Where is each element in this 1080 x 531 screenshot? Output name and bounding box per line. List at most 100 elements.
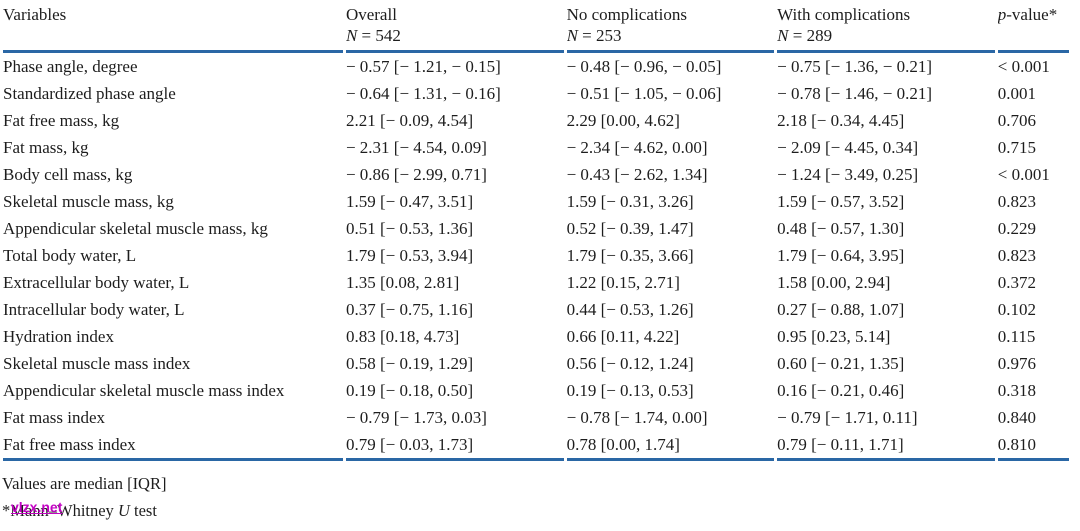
table-row: Skeletal muscle mass, kg 1.59 [− 0.47, 3… bbox=[3, 188, 1069, 215]
cell-with-complications: 0.27 [− 0.88, 1.07] bbox=[777, 299, 905, 319]
cell-no-complications: − 0.43 [− 2.62, 1.34] bbox=[566, 164, 708, 184]
table-row: Appendicular skeletal muscle mass, kg 0.… bbox=[3, 215, 1069, 242]
note-test-prefix: *Mann–Whitney bbox=[2, 501, 118, 520]
cell-variable: Extracellular body water, L bbox=[3, 272, 190, 292]
cell-p-value: 0.976 bbox=[997, 353, 1036, 373]
note-test-suffix: test bbox=[129, 501, 157, 520]
cell-overall: 0.19 [− 0.18, 0.50] bbox=[345, 380, 474, 400]
cell-no-complications: 0.44 [− 0.53, 1.26] bbox=[566, 299, 694, 319]
table-footnotes: Values are median [IQR] *Mann–Whitney U … bbox=[2, 470, 1080, 524]
cell-with-complications: 1.79 [− 0.64, 3.95] bbox=[777, 245, 905, 265]
cell-p-value: 0.115 bbox=[997, 326, 1036, 346]
cell-variable: Fat mass, kg bbox=[3, 137, 89, 157]
table-row: Skeletal muscle mass index 0.58 [− 0.19,… bbox=[3, 350, 1069, 377]
cell-variable: Intracellular body water, L bbox=[3, 299, 185, 319]
cell-with-complications: 2.18 [− 0.34, 4.45] bbox=[777, 110, 905, 130]
cell-no-complications: 1.59 [− 0.31, 3.26] bbox=[566, 191, 694, 211]
col-header-no-complications-label: No complications bbox=[566, 5, 687, 24]
cell-overall: − 0.79 [− 1.73, 0.03] bbox=[345, 407, 487, 427]
cell-with-complications: 0.16 [− 0.21, 0.46] bbox=[777, 380, 905, 400]
cell-variable: Fat mass index bbox=[3, 407, 105, 427]
col-header-overall: Overall N = 542 bbox=[345, 0, 564, 53]
table-row: Total body water, L 1.79 [− 0.53, 3.94] … bbox=[3, 242, 1069, 269]
cell-variable: Phase angle, degree bbox=[3, 56, 138, 76]
table-row: Fat free mass index 0.79 [− 0.03, 1.73] … bbox=[3, 431, 1069, 461]
table-row: Intracellular body water, L 0.37 [− 0.75… bbox=[3, 296, 1069, 323]
cell-no-complications: − 0.78 [− 1.74, 0.00] bbox=[566, 407, 708, 427]
cell-p-value: < 0.001 bbox=[997, 56, 1050, 76]
cell-overall: 1.35 [0.08, 2.81] bbox=[345, 272, 460, 292]
cell-overall: 1.79 [− 0.53, 3.94] bbox=[345, 245, 474, 265]
cell-variable: Fat free mass, kg bbox=[3, 110, 120, 130]
cell-no-complications: 0.52 [− 0.39, 1.47] bbox=[566, 218, 694, 238]
table-row: Appendicular skeletal muscle mass index … bbox=[3, 377, 1069, 404]
col-header-variables: Variables bbox=[3, 0, 343, 53]
cell-with-complications: 1.58 [0.00, 2.94] bbox=[777, 272, 891, 292]
cell-overall: − 0.86 [− 2.99, 0.71] bbox=[345, 164, 487, 184]
cell-overall: 0.83 [0.18, 4.73] bbox=[345, 326, 460, 346]
cell-with-complications: 0.95 [0.23, 5.14] bbox=[777, 326, 891, 346]
n-value: = 542 bbox=[357, 26, 401, 45]
cell-variable: Fat free mass index bbox=[3, 431, 343, 461]
col-header-overall-label: Overall bbox=[345, 5, 397, 24]
cell-variable: Total body water, L bbox=[3, 245, 137, 265]
results-table: Variables Overall N = 542 No complicatio… bbox=[3, 0, 1069, 461]
cell-variable: Appendicular skeletal muscle mass, kg bbox=[3, 218, 268, 238]
cell-overall: 0.79 [− 0.03, 1.73] bbox=[345, 431, 564, 461]
watermark: vlzx.net bbox=[11, 499, 63, 515]
cell-overall: − 0.57 [− 1.21, − 0.15] bbox=[345, 56, 501, 76]
cell-variable: Standardized phase angle bbox=[3, 83, 176, 103]
table-row: Fat mass index − 0.79 [− 1.73, 0.03] − 0… bbox=[3, 404, 1069, 431]
table-row: Body cell mass, kg − 0.86 [− 2.99, 0.71]… bbox=[3, 161, 1069, 188]
cell-no-complications: 1.79 [− 0.35, 3.66] bbox=[566, 245, 694, 265]
col-header-variables-label: Variables bbox=[3, 5, 67, 24]
cell-overall: 1.59 [− 0.47, 3.51] bbox=[345, 191, 474, 211]
table-row: Hydration index 0.83 [0.18, 4.73] 0.66 [… bbox=[3, 323, 1069, 350]
table-row: Fat free mass, kg 2.21 [− 0.09, 4.54] 2.… bbox=[3, 107, 1069, 134]
u-statistic-symbol: U bbox=[117, 501, 130, 520]
n-symbol: N bbox=[777, 26, 789, 45]
table-row: Fat mass, kg − 2.31 [− 4.54, 0.09] − 2.3… bbox=[3, 134, 1069, 161]
cell-p-value: 0.823 bbox=[997, 191, 1036, 211]
col-header-with-complications: With complications N = 289 bbox=[777, 0, 995, 53]
cell-p-value: 0.840 bbox=[997, 407, 1036, 427]
note-statistical-test: *Mann–Whitney U test bbox=[2, 497, 1080, 524]
cell-variable: Hydration index bbox=[3, 326, 114, 346]
cell-p-value: 0.706 bbox=[997, 110, 1036, 130]
n-value: = 253 bbox=[577, 26, 622, 45]
cell-with-complications: 0.48 [− 0.57, 1.30] bbox=[777, 218, 905, 238]
n-symbol: N bbox=[566, 26, 578, 45]
cell-with-complications: − 2.09 [− 4.45, 0.34] bbox=[777, 137, 919, 157]
cell-with-complications: − 0.78 [− 1.46, − 0.21] bbox=[777, 83, 932, 103]
cell-p-value: 0.715 bbox=[997, 137, 1036, 157]
cell-p-value: < 0.001 bbox=[997, 164, 1050, 184]
cell-with-complications: 1.59 [− 0.57, 3.52] bbox=[777, 191, 905, 211]
cell-no-complications: 0.66 [0.11, 4.22] bbox=[566, 326, 680, 346]
cell-p-value: 0.318 bbox=[997, 380, 1036, 400]
cell-p-value: 0.823 bbox=[997, 245, 1036, 265]
table-row: Extracellular body water, L 1.35 [0.08, … bbox=[3, 269, 1069, 296]
cell-overall: − 2.31 [− 4.54, 0.09] bbox=[345, 137, 487, 157]
cell-no-complications: − 0.51 [− 1.05, − 0.06] bbox=[566, 83, 722, 103]
cell-with-complications: 0.79 [− 0.11, 1.71] bbox=[777, 431, 995, 461]
cell-p-value: 0.372 bbox=[997, 272, 1036, 292]
cell-no-complications: 2.29 [0.00, 4.62] bbox=[566, 110, 680, 130]
cell-no-complications: 1.22 [0.15, 2.71] bbox=[566, 272, 680, 292]
cell-p-value: 0.810 bbox=[997, 431, 1069, 461]
p-symbol: p bbox=[997, 5, 1007, 24]
cell-overall: − 0.64 [− 1.31, − 0.16] bbox=[345, 83, 501, 103]
cell-no-complications: 0.78 [0.00, 1.74] bbox=[566, 431, 775, 461]
n-value: = 289 bbox=[788, 26, 833, 45]
col-header-no-complications: No complications N = 253 bbox=[566, 0, 775, 53]
table-row: Standardized phase angle − 0.64 [− 1.31,… bbox=[3, 80, 1069, 107]
cell-overall: 0.51 [− 0.53, 1.36] bbox=[345, 218, 474, 238]
note-values-median: Values are median [IQR] bbox=[2, 474, 167, 493]
n-symbol: N bbox=[345, 26, 358, 45]
cell-with-complications: − 0.75 [− 1.36, − 0.21] bbox=[777, 56, 932, 76]
cell-variable: Appendicular skeletal muscle mass index bbox=[3, 380, 285, 400]
cell-overall: 0.58 [− 0.19, 1.29] bbox=[345, 353, 474, 373]
cell-no-complications: − 2.34 [− 4.62, 0.00] bbox=[566, 137, 708, 157]
table-row: Phase angle, degree − 0.57 [− 1.21, − 0.… bbox=[3, 53, 1069, 80]
cell-p-value: 0.102 bbox=[997, 299, 1036, 319]
cell-with-complications: 0.60 [− 0.21, 1.35] bbox=[777, 353, 905, 373]
